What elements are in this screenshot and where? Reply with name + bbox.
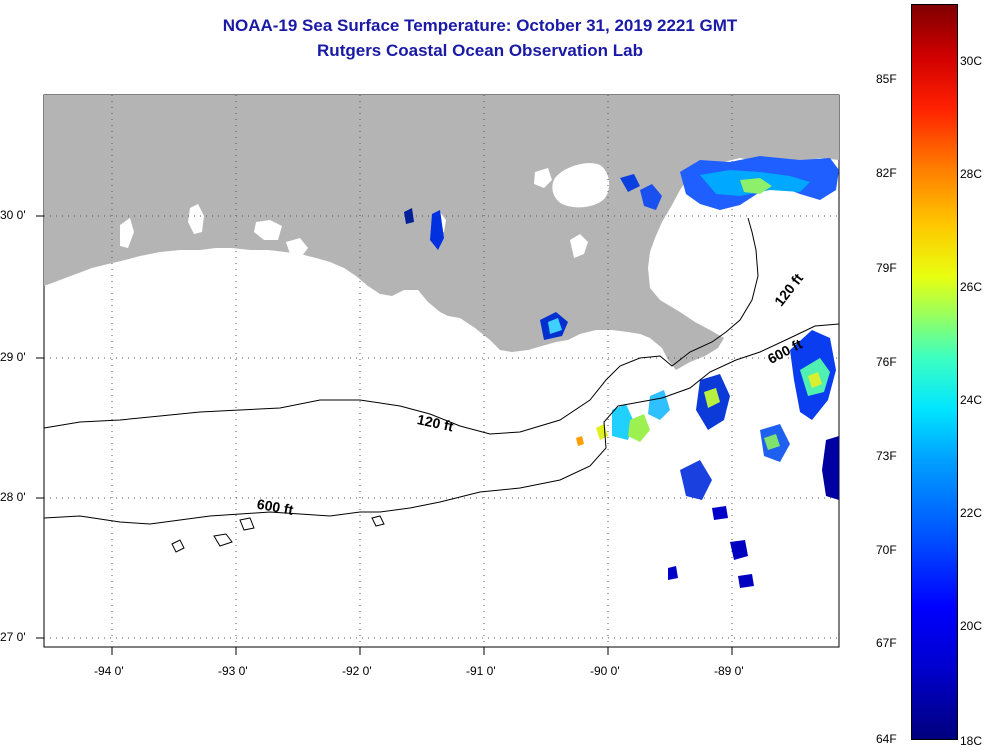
colorbar-f-label: 67F: [876, 636, 897, 650]
colorbar-f-label: 76F: [876, 355, 897, 369]
lake-pontchartrain: [552, 163, 610, 208]
colorbar-c-label: 28C: [960, 167, 983, 181]
contour-600ft-loop4: [371, 515, 385, 527]
contour-600ft-loop2: [213, 533, 233, 547]
lake-small: [534, 168, 552, 188]
sst-map: 120 ft 120 ft 600 ft 600 ft: [36, 94, 840, 655]
y-tick-label: 30 0': [0, 208, 26, 222]
x-tick-label: -90 0': [590, 664, 620, 678]
colorbar-c-label: 18C: [960, 734, 983, 748]
map-subtitle: Rutgers Coastal Ocean Observation Lab: [317, 41, 643, 60]
contour-600ft-west: [43, 323, 840, 525]
lake-barataria: [570, 234, 588, 258]
x-tick-label: -91 0': [466, 664, 496, 678]
y-tick-label: 27 0': [0, 630, 26, 644]
contour-600ft-loop3: [239, 517, 255, 531]
contour-120ft-west: [43, 217, 759, 435]
colorbar-f-label: 73F: [876, 449, 897, 463]
y-tick-label: 29 0': [0, 350, 26, 364]
colorbar-f-label: 79F: [876, 261, 897, 275]
x-tick-label: -94 0': [94, 664, 124, 678]
lake-grand: [254, 220, 282, 240]
contour-600ft-loop1: [171, 539, 185, 553]
colorbar-c-label: 30C: [960, 54, 983, 68]
x-tick-label: -92 0': [342, 664, 372, 678]
contour-label-600ft-main: 600 ft: [256, 496, 295, 518]
colorbar-c-label: 22C: [960, 506, 983, 520]
temperature-colorbar: [911, 4, 958, 740]
colorbar-f-label: 70F: [876, 543, 897, 557]
grid-lines: [44, 95, 839, 647]
sst-patches: [404, 156, 839, 588]
map-title: NOAA-19 Sea Surface Temperature: October…: [222, 16, 738, 35]
x-tick-label: -93 0': [218, 664, 248, 678]
colorbar-f-label: 82F: [876, 166, 897, 180]
axis-ticks: [36, 215, 733, 655]
x-tick-label: -89 0': [714, 664, 744, 678]
bathymetry-contours: [43, 217, 840, 553]
colorbar-gradient: [912, 5, 957, 739]
y-tick-label: 28 0': [0, 490, 26, 504]
lake-calcasieu: [120, 218, 134, 248]
contour-label-120ft-main: 120 ft: [416, 411, 455, 434]
colorbar-c-label: 20C: [960, 619, 983, 633]
colorbar-c-label: 26C: [960, 280, 983, 294]
lake-sabine: [188, 204, 204, 234]
lake-white: [286, 238, 308, 256]
colorbar-f-label: 64F: [876, 732, 897, 746]
colorbar-f-label: 85F: [876, 72, 897, 86]
colorbar-c-label: 24C: [960, 393, 983, 407]
